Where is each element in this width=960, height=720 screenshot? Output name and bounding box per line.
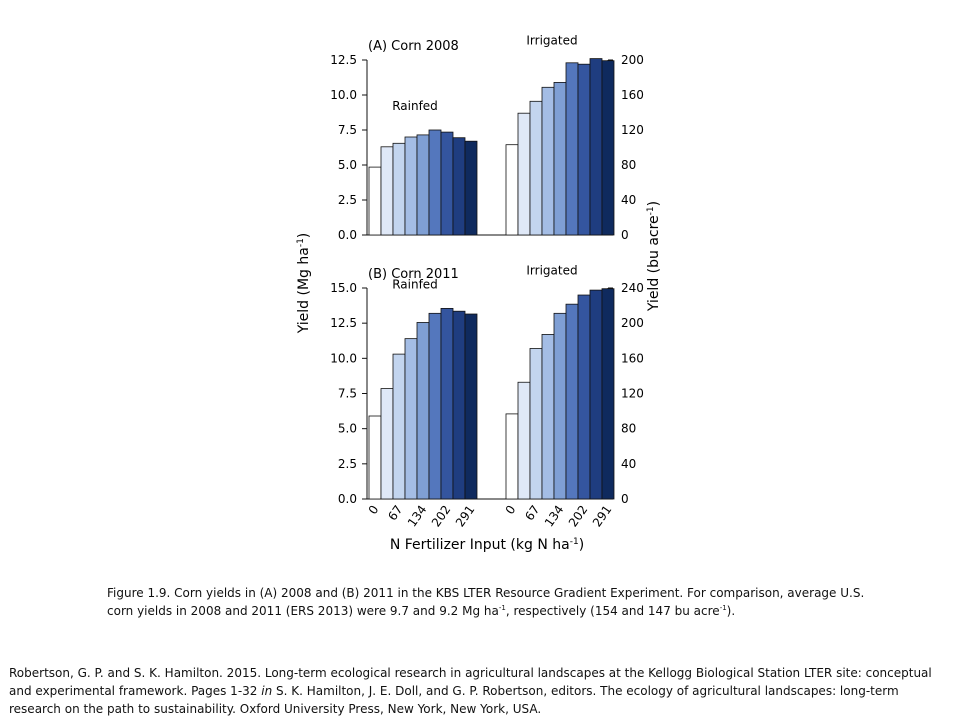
left-tick-label-b: 5.0 [338,422,357,436]
right-tick-label-a: 0 [621,228,629,242]
left-tick-label-b: 7.5 [338,387,357,401]
right-tick-label-a: 160 [621,88,644,102]
series-label-b: Rainfed [392,277,438,291]
series-label-b: Irrigated [526,264,577,278]
corn-yield-figure: 0.0 2.5 5.0 7.5 10.0 12.5 0 40 80 120 160 200 (A) Co… [290,28,670,555]
citation-text-2: S. K. Hamilton, J. E. Doll, and G. P. Ro… [9,684,899,716]
bar-b [505,413,519,500]
bar-b [553,312,567,500]
right-tick-label-b: 80 [621,422,636,436]
left-tick-label-a: 12.5 [330,53,357,67]
bar-b [464,313,478,500]
bar-a [416,134,430,236]
left-tick-label-b: 2.5 [338,457,357,471]
bar-a [404,136,418,236]
citation: Robertson, G. P. and S. K. Hamilton. 201… [9,664,954,718]
right-tick-label-b: 40 [621,457,636,471]
right-tick-label-b: 0 [621,492,629,506]
right-tick-label-b: 240 [621,281,644,295]
bar-a [380,146,394,236]
caption-sup-2: -1 [719,604,727,612]
right-tick-label-b: 120 [621,387,644,401]
bar-a [541,86,555,236]
bar-a [517,112,531,236]
bar-a [428,129,442,236]
left-tick-label-b: 12.5 [330,316,357,330]
bar-a [577,63,591,236]
right-tick-label-b: 200 [621,316,644,330]
bar-b [517,381,531,500]
left-tick-label-a: 5.0 [338,158,357,172]
bar-b [392,353,406,500]
bar-b [565,303,579,500]
caption-text-2: , respectively (154 and 147 bu acre [505,604,720,618]
bar-b [589,289,603,500]
citation-text-1: Robertson, G. P. and S. K. Hamilton. 201… [9,666,932,698]
panel-title-a: (A) Corn 2008 [368,39,459,54]
bar-a [452,137,466,236]
bar-a [392,142,406,236]
bar-b [601,288,615,500]
bar-a [505,144,519,236]
citation-italic: in [261,684,273,698]
bar-a [589,58,603,236]
right-tick-label-a: 40 [621,193,636,207]
bar-b [541,334,555,500]
left-tick-label-b: 0.0 [338,492,357,506]
panel-title-b: (B) Corn 2011 [368,267,459,282]
right-tick-label-a: 80 [621,158,636,172]
left-y-axis-title: Yield (Mg ha-1) [296,233,312,335]
left-tick-label-a: 7.5 [338,123,357,137]
series-label-a: Rainfed [392,99,438,113]
left-tick-label-a: 0.0 [338,228,357,242]
figure-caption: Figure 1.9. Corn yields in (A) 2008 and … [107,584,887,620]
x-axis-title: N Fertilizer Input (kg N ha-1) [390,537,584,553]
bar-a [440,131,454,236]
bar-b [380,388,394,500]
right-y-axis-title: Yield (bu acre-1) [646,201,662,312]
bar-b [577,294,591,500]
bar-b [368,415,382,500]
right-tick-label-b: 160 [621,351,644,365]
bar-b [416,322,430,500]
bar-b [440,307,454,500]
bar-b [404,338,418,500]
caption-sup-1: -1 [498,604,506,612]
bar-a [529,100,543,236]
bar-a [601,60,615,236]
caption-text-1: Figure 1.9. Corn yields in (A) 2008 and … [107,586,865,618]
right-tick-label-a: 120 [621,123,644,137]
left-tick-label-b: 10.0 [330,351,357,365]
left-tick-label-b: 15.0 [330,281,357,295]
bar-b [452,310,466,500]
bar-a [368,166,382,236]
bar-a [464,140,478,236]
bar-a [553,82,567,236]
left-tick-label-a: 2.5 [338,193,357,207]
bar-b [428,312,442,500]
series-label-a: Irrigated [526,34,577,48]
bar-a [565,62,579,236]
left-tick-label-a: 10.0 [330,88,357,102]
right-tick-label-a: 200 [621,53,644,67]
caption-text-3: ). [726,604,736,618]
bar-b [529,348,543,500]
